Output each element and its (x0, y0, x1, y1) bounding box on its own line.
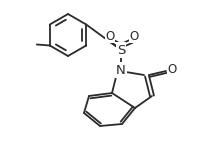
Text: S: S (117, 44, 125, 57)
Text: O: O (167, 62, 177, 75)
Text: O: O (129, 29, 139, 42)
Text: O: O (105, 29, 115, 42)
Text: N: N (116, 63, 126, 77)
